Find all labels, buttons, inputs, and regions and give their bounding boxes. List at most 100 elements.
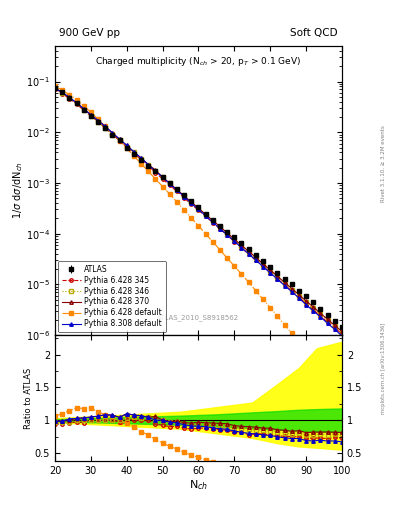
Pythia 6.428 default bbox=[253, 288, 258, 294]
Pythia 6.428 345 bbox=[261, 263, 265, 269]
Pythia 6.428 370 bbox=[74, 100, 79, 106]
Pythia 8.308 default bbox=[253, 257, 258, 263]
Pythia 6.428 345 bbox=[110, 132, 115, 138]
Line: Pythia 6.428 default: Pythia 6.428 default bbox=[53, 84, 343, 394]
Pythia 6.428 370 bbox=[88, 112, 93, 118]
Pythia 6.428 370 bbox=[139, 155, 143, 161]
Pythia 6.428 346 bbox=[246, 249, 251, 255]
Pythia 6.428 345 bbox=[340, 331, 344, 337]
Pythia 6.428 default bbox=[275, 313, 280, 319]
Pythia 6.428 370 bbox=[332, 323, 337, 329]
Pythia 6.428 346 bbox=[239, 243, 244, 249]
Pythia 6.428 345 bbox=[268, 270, 273, 276]
Pythia 6.428 370 bbox=[275, 273, 280, 279]
Line: Pythia 6.428 346: Pythia 6.428 346 bbox=[53, 87, 343, 334]
Pythia 6.428 default bbox=[311, 355, 316, 361]
Pythia 6.428 346 bbox=[332, 323, 337, 329]
Pythia 8.308 default bbox=[132, 149, 136, 155]
Pythia 6.428 346 bbox=[74, 100, 79, 106]
Pythia 8.308 default bbox=[110, 130, 115, 136]
Pythia 6.428 345 bbox=[103, 125, 108, 131]
Pythia 6.428 345 bbox=[282, 282, 287, 288]
Pythia 8.308 default bbox=[297, 295, 301, 301]
Pythia 6.428 default bbox=[53, 83, 57, 90]
Pythia 6.428 346 bbox=[304, 299, 309, 305]
Pythia 6.428 370 bbox=[182, 193, 187, 199]
Pythia 6.428 default bbox=[304, 347, 309, 353]
Pythia 6.428 370 bbox=[282, 279, 287, 285]
Pythia 6.428 345 bbox=[246, 251, 251, 258]
Pythia 6.428 370 bbox=[60, 90, 64, 96]
Pythia 6.428 default bbox=[282, 322, 287, 328]
Pythia 6.428 default bbox=[268, 305, 273, 311]
Pythia 6.428 345 bbox=[160, 176, 165, 182]
Pythia 6.428 default bbox=[297, 338, 301, 345]
Pythia 6.428 346 bbox=[297, 292, 301, 298]
Pythia 8.308 default bbox=[189, 200, 194, 206]
Pythia 6.428 346 bbox=[275, 274, 280, 280]
Pythia 6.428 346 bbox=[146, 162, 151, 168]
Y-axis label: 1/$\sigma$ d$\sigma$/dN$_{ch}$: 1/$\sigma$ d$\sigma$/dN$_{ch}$ bbox=[11, 162, 25, 220]
Pythia 6.428 345 bbox=[203, 214, 208, 220]
Pythia 6.428 370 bbox=[304, 298, 309, 304]
Pythia 6.428 346 bbox=[153, 168, 158, 175]
Pythia 6.428 346 bbox=[132, 150, 136, 156]
Pythia 6.428 370 bbox=[81, 105, 86, 112]
Pythia 6.428 345 bbox=[189, 201, 194, 207]
Pythia 6.428 345 bbox=[125, 144, 129, 150]
Pythia 8.308 default bbox=[232, 238, 237, 244]
Pythia 6.428 346 bbox=[96, 119, 101, 125]
Pythia 6.428 370 bbox=[239, 242, 244, 248]
Pythia 6.428 default bbox=[67, 92, 72, 98]
Text: 900 GeV pp: 900 GeV pp bbox=[59, 28, 120, 38]
Pythia 6.428 370 bbox=[340, 328, 344, 334]
Pythia 6.428 345 bbox=[297, 294, 301, 300]
Pythia 6.428 370 bbox=[103, 123, 108, 130]
Pythia 6.428 345 bbox=[96, 119, 101, 125]
Pythia 8.308 default bbox=[146, 162, 151, 168]
Pythia 6.428 346 bbox=[218, 224, 222, 230]
Pythia 6.428 346 bbox=[167, 180, 172, 186]
Pythia 8.308 default bbox=[139, 155, 143, 161]
Pythia 6.428 346 bbox=[311, 305, 316, 311]
Pythia 6.428 346 bbox=[268, 268, 273, 274]
Pythia 8.308 default bbox=[340, 333, 344, 339]
Pythia 6.428 346 bbox=[81, 106, 86, 113]
Line: Pythia 8.308 default: Pythia 8.308 default bbox=[53, 87, 343, 337]
Pythia 8.308 default bbox=[67, 94, 72, 100]
Pythia 6.428 345 bbox=[74, 101, 79, 107]
Pythia 6.428 370 bbox=[318, 310, 323, 316]
Pythia 6.428 345 bbox=[318, 313, 323, 319]
Pythia 6.428 default bbox=[289, 330, 294, 336]
Pythia 6.428 370 bbox=[268, 267, 273, 273]
Pythia 8.308 default bbox=[261, 264, 265, 270]
Pythia 6.428 346 bbox=[325, 317, 330, 324]
Pythia 6.428 346 bbox=[261, 262, 265, 268]
Pythia 8.308 default bbox=[325, 321, 330, 327]
Pythia 8.308 default bbox=[153, 168, 158, 175]
Pythia 6.428 370 bbox=[174, 186, 179, 193]
Pythia 6.428 345 bbox=[81, 108, 86, 114]
Pythia 6.428 345 bbox=[53, 86, 57, 92]
Pythia 6.428 345 bbox=[60, 91, 64, 97]
Pythia 6.428 345 bbox=[304, 301, 309, 307]
Pythia 8.308 default bbox=[60, 90, 64, 96]
Pythia 8.308 default bbox=[125, 142, 129, 148]
Pythia 8.308 default bbox=[311, 308, 316, 314]
Pythia 6.428 default bbox=[203, 231, 208, 237]
Pythia 6.428 default bbox=[160, 183, 165, 189]
Pythia 6.428 default bbox=[96, 116, 101, 122]
Pythia 8.308 default bbox=[289, 289, 294, 295]
Pythia 6.428 345 bbox=[239, 245, 244, 251]
Text: Soft QCD: Soft QCD bbox=[290, 28, 338, 38]
Pythia 6.428 345 bbox=[117, 138, 122, 144]
Pythia 6.428 346 bbox=[282, 280, 287, 286]
Pythia 6.428 default bbox=[125, 145, 129, 152]
Pythia 6.428 370 bbox=[117, 136, 122, 142]
Pythia 8.308 default bbox=[211, 219, 215, 225]
Pythia 6.428 370 bbox=[246, 248, 251, 254]
Pythia 6.428 345 bbox=[146, 162, 151, 168]
Pythia 8.308 default bbox=[203, 213, 208, 219]
Pythia 8.308 default bbox=[74, 100, 79, 106]
Pythia 6.428 345 bbox=[182, 195, 187, 201]
